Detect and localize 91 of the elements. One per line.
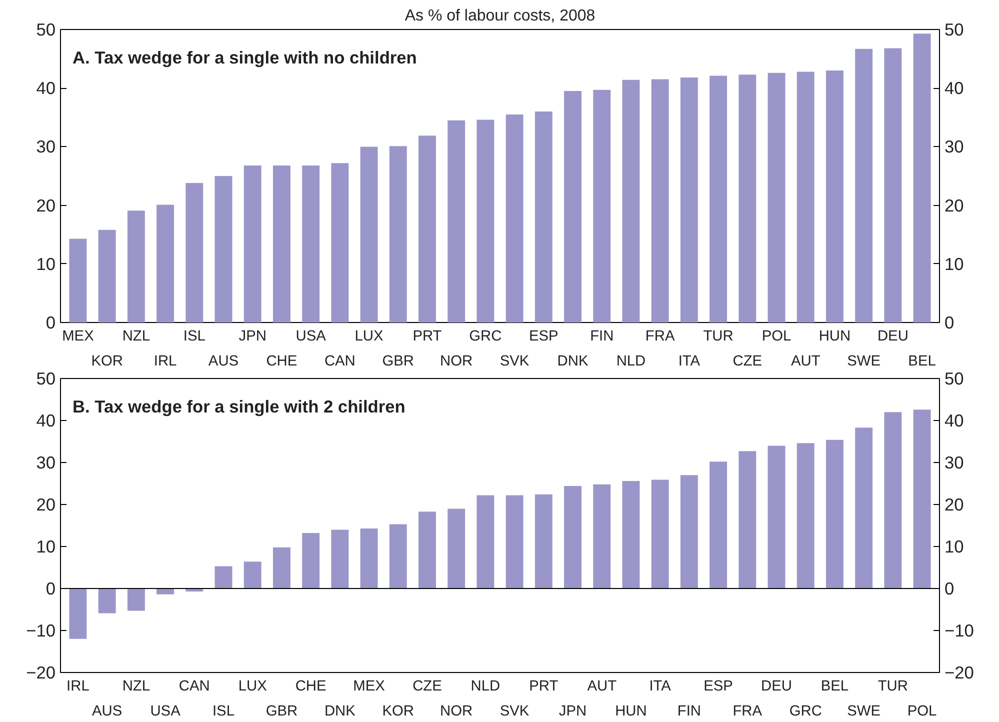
x-tick-label: AUT [790, 354, 820, 370]
x-tick-label: POL [762, 328, 792, 344]
x-tick-label: GBR [266, 704, 298, 720]
x-tick-label: DNK [557, 354, 588, 370]
x-tick-label: FRA [732, 704, 762, 720]
x-tick-label: HUN [615, 704, 647, 720]
x-tick-label: DNK [324, 704, 356, 720]
y2-tick-label: 10 [944, 254, 964, 274]
x-tick-label: NOR [440, 354, 473, 370]
x-tick-label: FIN [677, 704, 701, 720]
y2-tick-label: 30 [944, 136, 964, 157]
x-tick-label: TUR [703, 328, 734, 344]
y-tick-label: 30 [36, 136, 56, 157]
x-tick-label: SVK [500, 354, 530, 370]
x-tick-label: POL [907, 704, 937, 720]
x-tick-label: KOR [91, 354, 123, 370]
y2-tick-label: 0 [944, 578, 954, 598]
y-tick-label: 0 [46, 312, 56, 332]
x-tick-label: DEU [877, 328, 908, 344]
x-tick-label: LUX [354, 328, 384, 344]
x-tick-label: NZL [122, 678, 150, 694]
x-tick-label: PRT [529, 678, 558, 694]
y2-tick-label: −20 [944, 662, 974, 682]
x-tick-label: ISL [183, 328, 206, 344]
x-tick-label: BEL [908, 354, 936, 370]
y2-tick-label: −10 [944, 620, 974, 640]
y-tick-label: 40 [36, 78, 56, 98]
chart-subtitle: As % of labour costs, 2008 [404, 8, 596, 24]
y-tick-label: 10 [36, 536, 56, 556]
x-tick-label: ESP [528, 328, 558, 344]
x-tick-label: KOR [382, 704, 414, 720]
x-tick-label: DEU [761, 678, 792, 694]
x-tick-label: CHE [295, 678, 327, 694]
x-tick-label: CAN [324, 354, 356, 370]
x-tick-label: SWE [847, 704, 881, 720]
y-tick-label: −20 [26, 662, 56, 682]
x-tick-label: HUN [818, 328, 851, 344]
x-tick-label: GRC [789, 704, 822, 720]
y-tick-label: 20 [36, 494, 56, 514]
y-tick-label: 30 [36, 452, 56, 472]
x-tick-label: NOR [440, 704, 473, 720]
x-tick-label: FIN [590, 328, 614, 344]
y-tick-label: −10 [26, 620, 56, 640]
x-tick-label: NLD [470, 678, 500, 694]
x-tick-label: AUS [92, 704, 122, 720]
x-tick-label: GBR [382, 354, 414, 370]
y-tick-label: 50 [36, 368, 56, 388]
y2-tick-label: 40 [944, 410, 964, 430]
x-tick-label: GRC [469, 328, 502, 344]
y2-tick-label: 50 [944, 368, 964, 388]
y2-tick-label: 30 [944, 452, 964, 472]
x-tick-label: USA [296, 328, 326, 344]
x-tick-label: ITA [649, 678, 672, 694]
y2-tick-label: 20 [944, 195, 964, 216]
y2-tick-label: 0 [944, 312, 954, 332]
y-tick-label: 40 [36, 410, 56, 430]
x-tick-label: IRL [66, 678, 90, 694]
x-tick-label: TUR [878, 678, 908, 694]
y2-tick-label: 40 [944, 78, 964, 98]
y2-tick-label: 50 [944, 20, 964, 40]
x-tick-label: FRA [645, 328, 675, 344]
x-tick-label: USA [150, 704, 181, 720]
x-tick-label: SVK [500, 704, 530, 720]
x-tick-label: JPN [238, 328, 266, 344]
x-tick-label: AUS [208, 354, 239, 370]
y-tick-label: 0 [46, 578, 56, 598]
x-tick-label: MEX [62, 328, 94, 344]
x-tick-label: IRL [154, 354, 177, 370]
x-tick-label: ITA [678, 354, 700, 370]
x-tick-label: ISL [212, 704, 234, 720]
x-tick-label: NZL [122, 328, 150, 344]
x-tick-label: NLD [616, 354, 646, 370]
x-tick-label: CHE [266, 354, 298, 370]
x-tick-label: MEX [353, 678, 386, 694]
x-tick-label: LUX [238, 678, 268, 694]
x-tick-label: BEL [820, 678, 849, 694]
text: B. Tax wedge for a single with 2 children [72, 396, 406, 416]
y2-tick-label: 20 [944, 494, 964, 514]
y-tick-label: 10 [36, 254, 56, 274]
y2-tick-label: 10 [944, 536, 964, 556]
y-tick-label: 50 [36, 20, 56, 40]
x-tick-label: CZE [412, 678, 442, 694]
x-tick-label: SWE [847, 354, 881, 370]
x-tick-label: AUT [587, 678, 617, 694]
x-tick-label: JPN [558, 704, 587, 720]
text: A. Tax wedge for a single with no children [72, 48, 417, 68]
y-tick-label: 20 [36, 195, 56, 216]
x-tick-label: PRT [412, 328, 442, 344]
x-tick-label: CZE [732, 354, 762, 370]
x-tick-label: ESP [704, 678, 733, 694]
x-tick-label: CAN [178, 678, 210, 694]
